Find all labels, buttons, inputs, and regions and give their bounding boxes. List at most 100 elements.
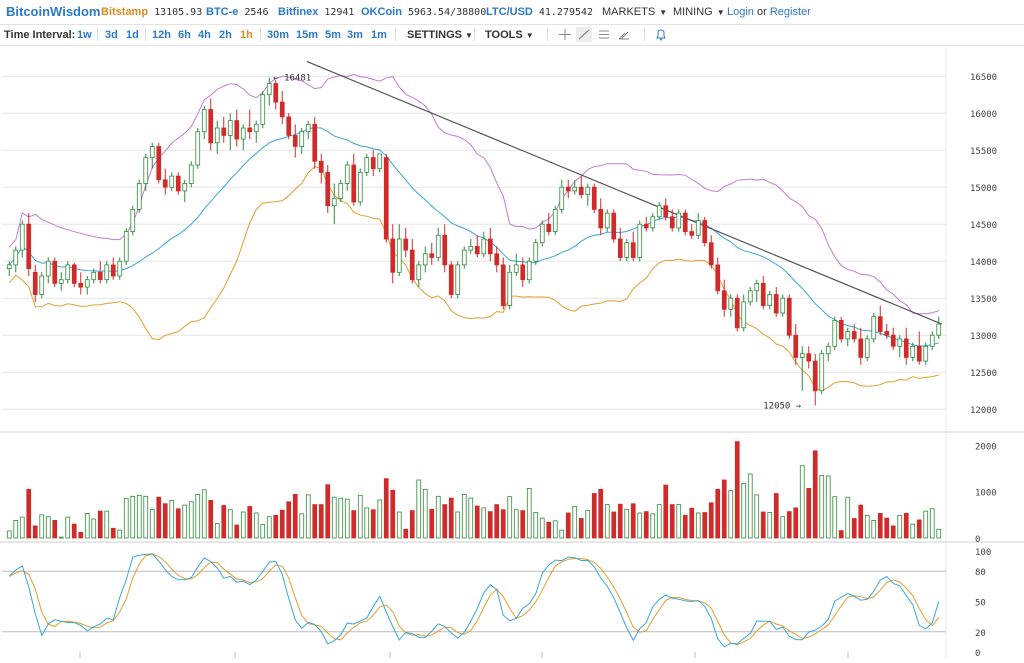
interval-1d[interactable]: 1d	[126, 29, 139, 41]
ticker-bitstamp[interactable]: Bitstamp 13105.93	[101, 6, 202, 18]
interval-1w[interactable]: 1w	[77, 29, 92, 41]
interval-6h[interactable]: 6h	[178, 29, 191, 41]
brush-icon[interactable]	[616, 27, 632, 42]
volume-bar	[494, 504, 500, 539]
volume-bar	[916, 519, 922, 539]
volume-bar	[435, 495, 441, 539]
stochastic-tick-label: 100	[975, 548, 991, 558]
bell-icon[interactable]	[653, 27, 669, 42]
candle-down	[858, 338, 864, 358]
tools-dropdown[interactable]: TOOLS ▼	[485, 29, 534, 41]
interval-3m[interactable]: 3m	[347, 29, 363, 41]
candle-down	[247, 127, 253, 133]
candle-down	[591, 186, 597, 210]
volume-bar	[370, 509, 376, 539]
volume-bar	[695, 512, 701, 539]
candle-down	[26, 223, 32, 269]
ticker-okcoin[interactable]: OKCoin 5963.54/38800	[361, 6, 486, 18]
crosshair-icon[interactable]	[557, 27, 573, 42]
mining-menu[interactable]: MINING ▼	[673, 6, 725, 18]
logo[interactable]: BitcoinWisdom	[6, 4, 101, 19]
high-price-label: ← 16481	[273, 74, 311, 84]
trendline-layer	[306, 60, 942, 325]
candle-up	[897, 338, 903, 347]
ticker-ltcusd[interactable]: LTC/USD 41.279542	[486, 6, 593, 18]
horizontal-lines-icon[interactable]	[596, 27, 612, 42]
volume-bar	[708, 502, 714, 539]
candle-down	[793, 334, 799, 358]
candle-up	[741, 301, 747, 329]
price-tick-label: 12000	[970, 406, 997, 416]
volume-bar	[773, 493, 779, 539]
ticker-bitfinex[interactable]: Bitfinex 12941	[278, 6, 354, 18]
candle-down	[903, 338, 909, 358]
candle-down	[890, 334, 896, 347]
caret-down-icon: ▼	[716, 8, 725, 17]
toolbar-divider	[145, 28, 146, 41]
interval-15m[interactable]: 15m	[296, 29, 319, 41]
volume-bar	[45, 516, 51, 539]
markets-menu[interactable]: MARKETS ▼	[602, 6, 667, 18]
volume-bar	[611, 511, 617, 539]
interval-12h[interactable]: 12h	[152, 29, 171, 41]
chart-area[interactable]: ← 16481 12050 → 16500 16000 15500 15000 14500…	[0, 46, 1024, 663]
trendline-icon[interactable]	[576, 27, 592, 42]
candle-up	[513, 264, 519, 273]
volume-bar	[630, 503, 636, 539]
interval-1h[interactable]: 1h	[240, 29, 253, 41]
price-chart[interactable]: ← 16481 12050 → 16500 16000 15500 15000 14500…	[0, 46, 1024, 659]
toolbar-divider	[547, 28, 548, 41]
stochastic-tick-label: 0	[975, 649, 980, 658]
interval-3d[interactable]: 3d	[105, 29, 118, 41]
volume-bar	[754, 494, 760, 539]
candle-up	[13, 249, 19, 266]
volume-bar	[760, 511, 766, 539]
volume-bar	[208, 499, 214, 539]
volume-bar	[91, 518, 97, 539]
interval-2h[interactable]: 2h	[219, 29, 232, 41]
candle-down	[643, 223, 649, 229]
volume-bar	[403, 528, 409, 539]
volume-bar	[253, 512, 259, 539]
candle-down	[689, 231, 695, 236]
candle-up	[923, 345, 929, 362]
ticker-name: LTC/USD	[486, 6, 533, 18]
volume-bar	[292, 493, 298, 539]
candle-down	[292, 135, 298, 147]
volume-bar	[721, 479, 727, 539]
interval-30m[interactable]: 30m	[267, 29, 290, 41]
volume-bar	[572, 506, 578, 539]
candle-up	[188, 164, 194, 184]
register-link[interactable]: Register	[769, 6, 811, 18]
candle-up	[624, 242, 630, 258]
interval-4h[interactable]: 4h	[198, 29, 211, 41]
volume-bar	[117, 529, 123, 539]
volume-bar	[910, 523, 916, 539]
volume-bar	[747, 473, 753, 539]
interval-1m[interactable]: 1m	[371, 29, 387, 41]
candle-up	[19, 223, 25, 251]
candle-down	[78, 282, 84, 288]
volume-bar	[6, 530, 12, 539]
volume-bar	[162, 503, 168, 539]
candle-up	[6, 264, 12, 269]
candle-down	[71, 264, 77, 284]
volume-bar	[929, 508, 935, 539]
candle-down	[429, 253, 435, 258]
volume-bar	[383, 478, 389, 539]
auth-or: or	[756, 6, 767, 18]
candle-down	[617, 238, 623, 258]
login-link[interactable]: Login	[727, 6, 754, 18]
ticker-btce[interactable]: BTC-e 2546	[206, 6, 268, 18]
interval-5m[interactable]: 5m	[325, 29, 341, 41]
candle-down	[221, 127, 227, 136]
candle-down	[208, 109, 214, 144]
candle-up	[461, 249, 467, 266]
candle-down	[734, 297, 740, 329]
settings-dropdown[interactable]: SETTINGS ▼	[407, 29, 473, 41]
volume-bar	[851, 518, 857, 539]
drawn-trendline	[306, 60, 942, 325]
candle-up	[331, 197, 337, 207]
candle-up	[507, 271, 513, 307]
volume-bar	[273, 514, 279, 539]
